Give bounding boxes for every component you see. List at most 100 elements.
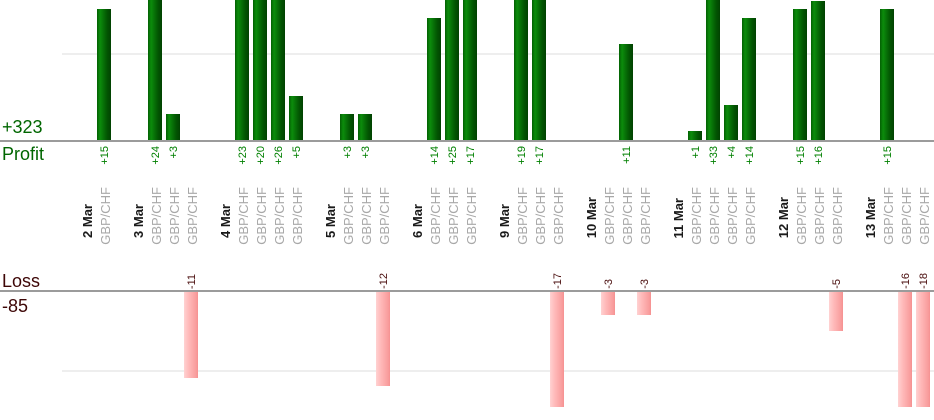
date-slot: 2 Mar [79, 0, 97, 420]
day-group: 5 Mar +3 GBP/CHF +3 GBP/CHF -12 GBP/CHF [322, 0, 394, 420]
trade-column: -11 GBP/CHF [184, 0, 202, 420]
profit-value-label: +11 [621, 146, 633, 164]
instrument-label: GBP/CHF [638, 187, 653, 245]
instrument-label: GBP/CHF [725, 187, 740, 245]
profit-bar [358, 114, 372, 140]
profit-value-label: +16 [813, 146, 825, 165]
day-group: 10 Mar -3 GBP/CHF +11 GBP/CHF -3 GBP/CHF [583, 0, 655, 420]
trade-column: -3 GBP/CHF [601, 0, 619, 420]
trade-column: +3 GBP/CHF [340, 0, 358, 420]
instrument-label: GBP/CHF [794, 187, 809, 245]
date-slot: 13 Mar [862, 0, 880, 420]
trade-column: +17 GBP/CHF [532, 0, 550, 420]
instrument-label: GBP/CHF [812, 187, 827, 245]
date-label: 2 Mar [80, 204, 95, 238]
loss-bar [829, 292, 843, 331]
trade-column: +24 GBP/CHF [148, 0, 166, 420]
profit-axis-line [0, 140, 934, 142]
loss-bar [184, 292, 198, 378]
instrument-label: GBP/CHF [446, 187, 461, 245]
profit-bar [271, 0, 285, 140]
day-group: 12 Mar +15 GBP/CHF +16 GBP/CHF -5 GBP/CHF [775, 0, 847, 420]
instrument-label: GBP/CHF [689, 187, 704, 245]
instrument-label: GBP/CHF [254, 187, 269, 245]
loss-bar [637, 292, 651, 315]
date-slot: 9 Mar [496, 0, 514, 420]
profit-bar [532, 0, 546, 140]
trade-column: +11 GBP/CHF [619, 0, 637, 420]
instrument-label: GBP/CHF [290, 187, 305, 245]
profit-bar [97, 9, 111, 140]
loss-axis-line [0, 290, 934, 292]
instrument-label: GBP/CHF [167, 187, 182, 245]
trade-column: +23 GBP/CHF [235, 0, 253, 420]
loss-value-label: -11 [186, 273, 198, 289]
trade-column: +17 GBP/CHF [463, 0, 481, 420]
day-group: 13 Mar +15 GBP/CHF -16 GBP/CHF -18 GBP/CHF [862, 0, 934, 420]
day-group: 2 Mar +15 GBP/CHF [79, 0, 115, 420]
profit-value-label: +15 [882, 146, 894, 165]
instrument-label: GBP/CHF [98, 187, 113, 245]
day-group: 4 Mar +23 GBP/CHF +20 GBP/CHF +26 GBP/CHF +5 GBP… [217, 0, 307, 420]
profit-value-label: +3 [342, 146, 354, 159]
profit-value-label: +3 [168, 146, 180, 159]
date-slot: 12 Mar [775, 0, 793, 420]
profit-bar [445, 0, 459, 140]
trade-column: +19 GBP/CHF [514, 0, 532, 420]
instrument-label: GBP/CHF [899, 187, 914, 245]
profit-value-label: +14 [744, 146, 756, 165]
profit-bar [463, 0, 477, 140]
date-label: 10 Mar [584, 196, 599, 238]
loss-bar [376, 292, 390, 386]
profit-total: +323 [2, 117, 43, 137]
profit-value-label: +3 [360, 146, 372, 159]
loss-value-label: -16 [900, 273, 912, 289]
date-slot: 3 Mar [130, 0, 148, 420]
profit-bar [427, 18, 441, 140]
profit-bar [706, 0, 720, 140]
trade-column: -12 GBP/CHF [376, 0, 394, 420]
instrument-label: GBP/CHF [620, 187, 635, 245]
instrument-label: GBP/CHF [515, 187, 530, 245]
loss-value-label: -17 [552, 273, 564, 289]
profit-value-label: +33 [708, 146, 720, 165]
profit-gridline [62, 53, 934, 55]
trade-column: +15 GBP/CHF [793, 0, 811, 420]
trade-column: +5 GBP/CHF [289, 0, 307, 420]
profit-bar [289, 96, 303, 140]
date-label: 6 Mar [410, 204, 425, 238]
profit-bar [148, 0, 162, 140]
date-slot: 10 Mar [583, 0, 601, 420]
profit-bar [340, 114, 354, 140]
date-slot: 4 Mar [217, 0, 235, 420]
profit-value-label: +15 [99, 146, 111, 165]
trade-column: -18 GBP/CHF [916, 0, 934, 420]
trade-column: +4 GBP/CHF [724, 0, 742, 420]
day-group: 3 Mar +24 GBP/CHF +3 GBP/CHF -11 GBP/CHF [130, 0, 202, 420]
date-label: 11 Mar [671, 197, 686, 238]
instrument-label: GBP/CHF [917, 187, 932, 245]
instrument-label: GBP/CHF [464, 187, 479, 245]
instrument-label: GBP/CHF [881, 187, 896, 245]
day-group: 9 Mar +19 GBP/CHF +17 GBP/CHF -17 GBP/CHF [496, 0, 568, 420]
trade-column: +15 GBP/CHF [880, 0, 898, 420]
instrument-label: GBP/CHF [743, 187, 758, 245]
date-slot: 6 Mar [409, 0, 427, 420]
profit-bar [619, 44, 633, 140]
instrument-label: GBP/CHF [149, 187, 164, 245]
trade-column: +1 GBP/CHF [688, 0, 706, 420]
trade-column: +14 GBP/CHF [427, 0, 445, 420]
profit-axis-label: Profit [2, 144, 45, 164]
profit-bar [793, 9, 807, 140]
loss-value-label: -3 [603, 279, 615, 289]
profit-value-label: +1 [690, 146, 702, 159]
trade-column: -3 GBP/CHF [637, 0, 655, 420]
profit-bar [811, 1, 825, 140]
bar-columns: 2 Mar +15 GBP/CHF 3 Mar +24 GBP/CHF +3 GBP/CHF -… [79, 0, 934, 420]
profit-value-label: +14 [429, 146, 441, 165]
date-label: 13 Mar [863, 196, 878, 238]
trade-column: -16 GBP/CHF [898, 0, 916, 420]
trade-column: +3 GBP/CHF [166, 0, 184, 420]
date-label: 9 Mar [497, 204, 512, 238]
instrument-label: GBP/CHF [551, 187, 566, 245]
